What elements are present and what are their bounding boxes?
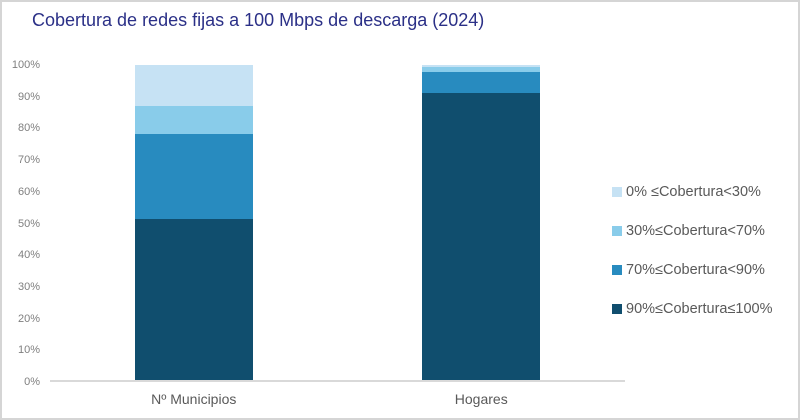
- bar-segment: [422, 65, 541, 68]
- bar-segment: [134, 105, 253, 135]
- legend-swatch-icon: [612, 265, 622, 275]
- bar-segment: [134, 134, 253, 220]
- legend-label: 90%≤Cobertura≤100%: [626, 301, 773, 317]
- legend-label: 30%≤Cobertura<70%: [626, 223, 765, 239]
- y-tick-label: 60%: [17, 185, 40, 198]
- y-tick-label: 0%: [24, 376, 40, 388]
- x-axis-label: Nº Municipios: [151, 391, 237, 407]
- y-tick-label: 90%: [17, 90, 40, 103]
- legend-label: 0% ≤Cobertura<30%: [626, 184, 761, 200]
- legend: 0% ≤Cobertura<30% 30%≤Cobertura<70% 70%≤Co…: [612, 184, 773, 317]
- legend-label: 70%≤Cobertura<90%: [626, 262, 765, 278]
- legend-swatch-icon: [612, 226, 622, 236]
- y-tick-label: 100%: [11, 59, 40, 71]
- chart-title: Cobertura de redes fijas a 100 Mbps de d…: [32, 10, 485, 30]
- bar-segment: [134, 219, 253, 380]
- stacked-bar: [134, 65, 253, 380]
- legend-item: 90%≤Cobertura≤100%: [612, 301, 773, 317]
- x-axis-label: Hogares: [454, 391, 508, 407]
- bar-segment: [422, 67, 541, 72]
- legend-item: 70%≤Cobertura<90%: [612, 262, 773, 278]
- plot-area: [50, 65, 625, 382]
- y-tick-label: 20%: [17, 312, 40, 325]
- bar-segment: [422, 93, 541, 380]
- y-tick-label: 80%: [17, 122, 40, 135]
- legend-item: 0% ≤Cobertura<30%: [612, 184, 773, 200]
- y-tick-label: 50%: [17, 217, 40, 230]
- y-tick-label: 40%: [17, 249, 40, 262]
- y-tick-label: 30%: [17, 280, 40, 293]
- stacked-bar: [422, 65, 541, 380]
- y-axis: 0% 10% 20% 30% 40% 50% 60% 70% 80% 90% 100%: [4, 59, 40, 388]
- bar-segment: [134, 65, 253, 106]
- legend-swatch-icon: [612, 187, 622, 197]
- y-tick-label: 70%: [17, 154, 40, 167]
- legend-item: 30%≤Cobertura<70%: [612, 223, 773, 239]
- y-tick-label: 10%: [17, 344, 40, 357]
- bar-segment: [422, 71, 541, 94]
- legend-swatch-icon: [612, 304, 622, 314]
